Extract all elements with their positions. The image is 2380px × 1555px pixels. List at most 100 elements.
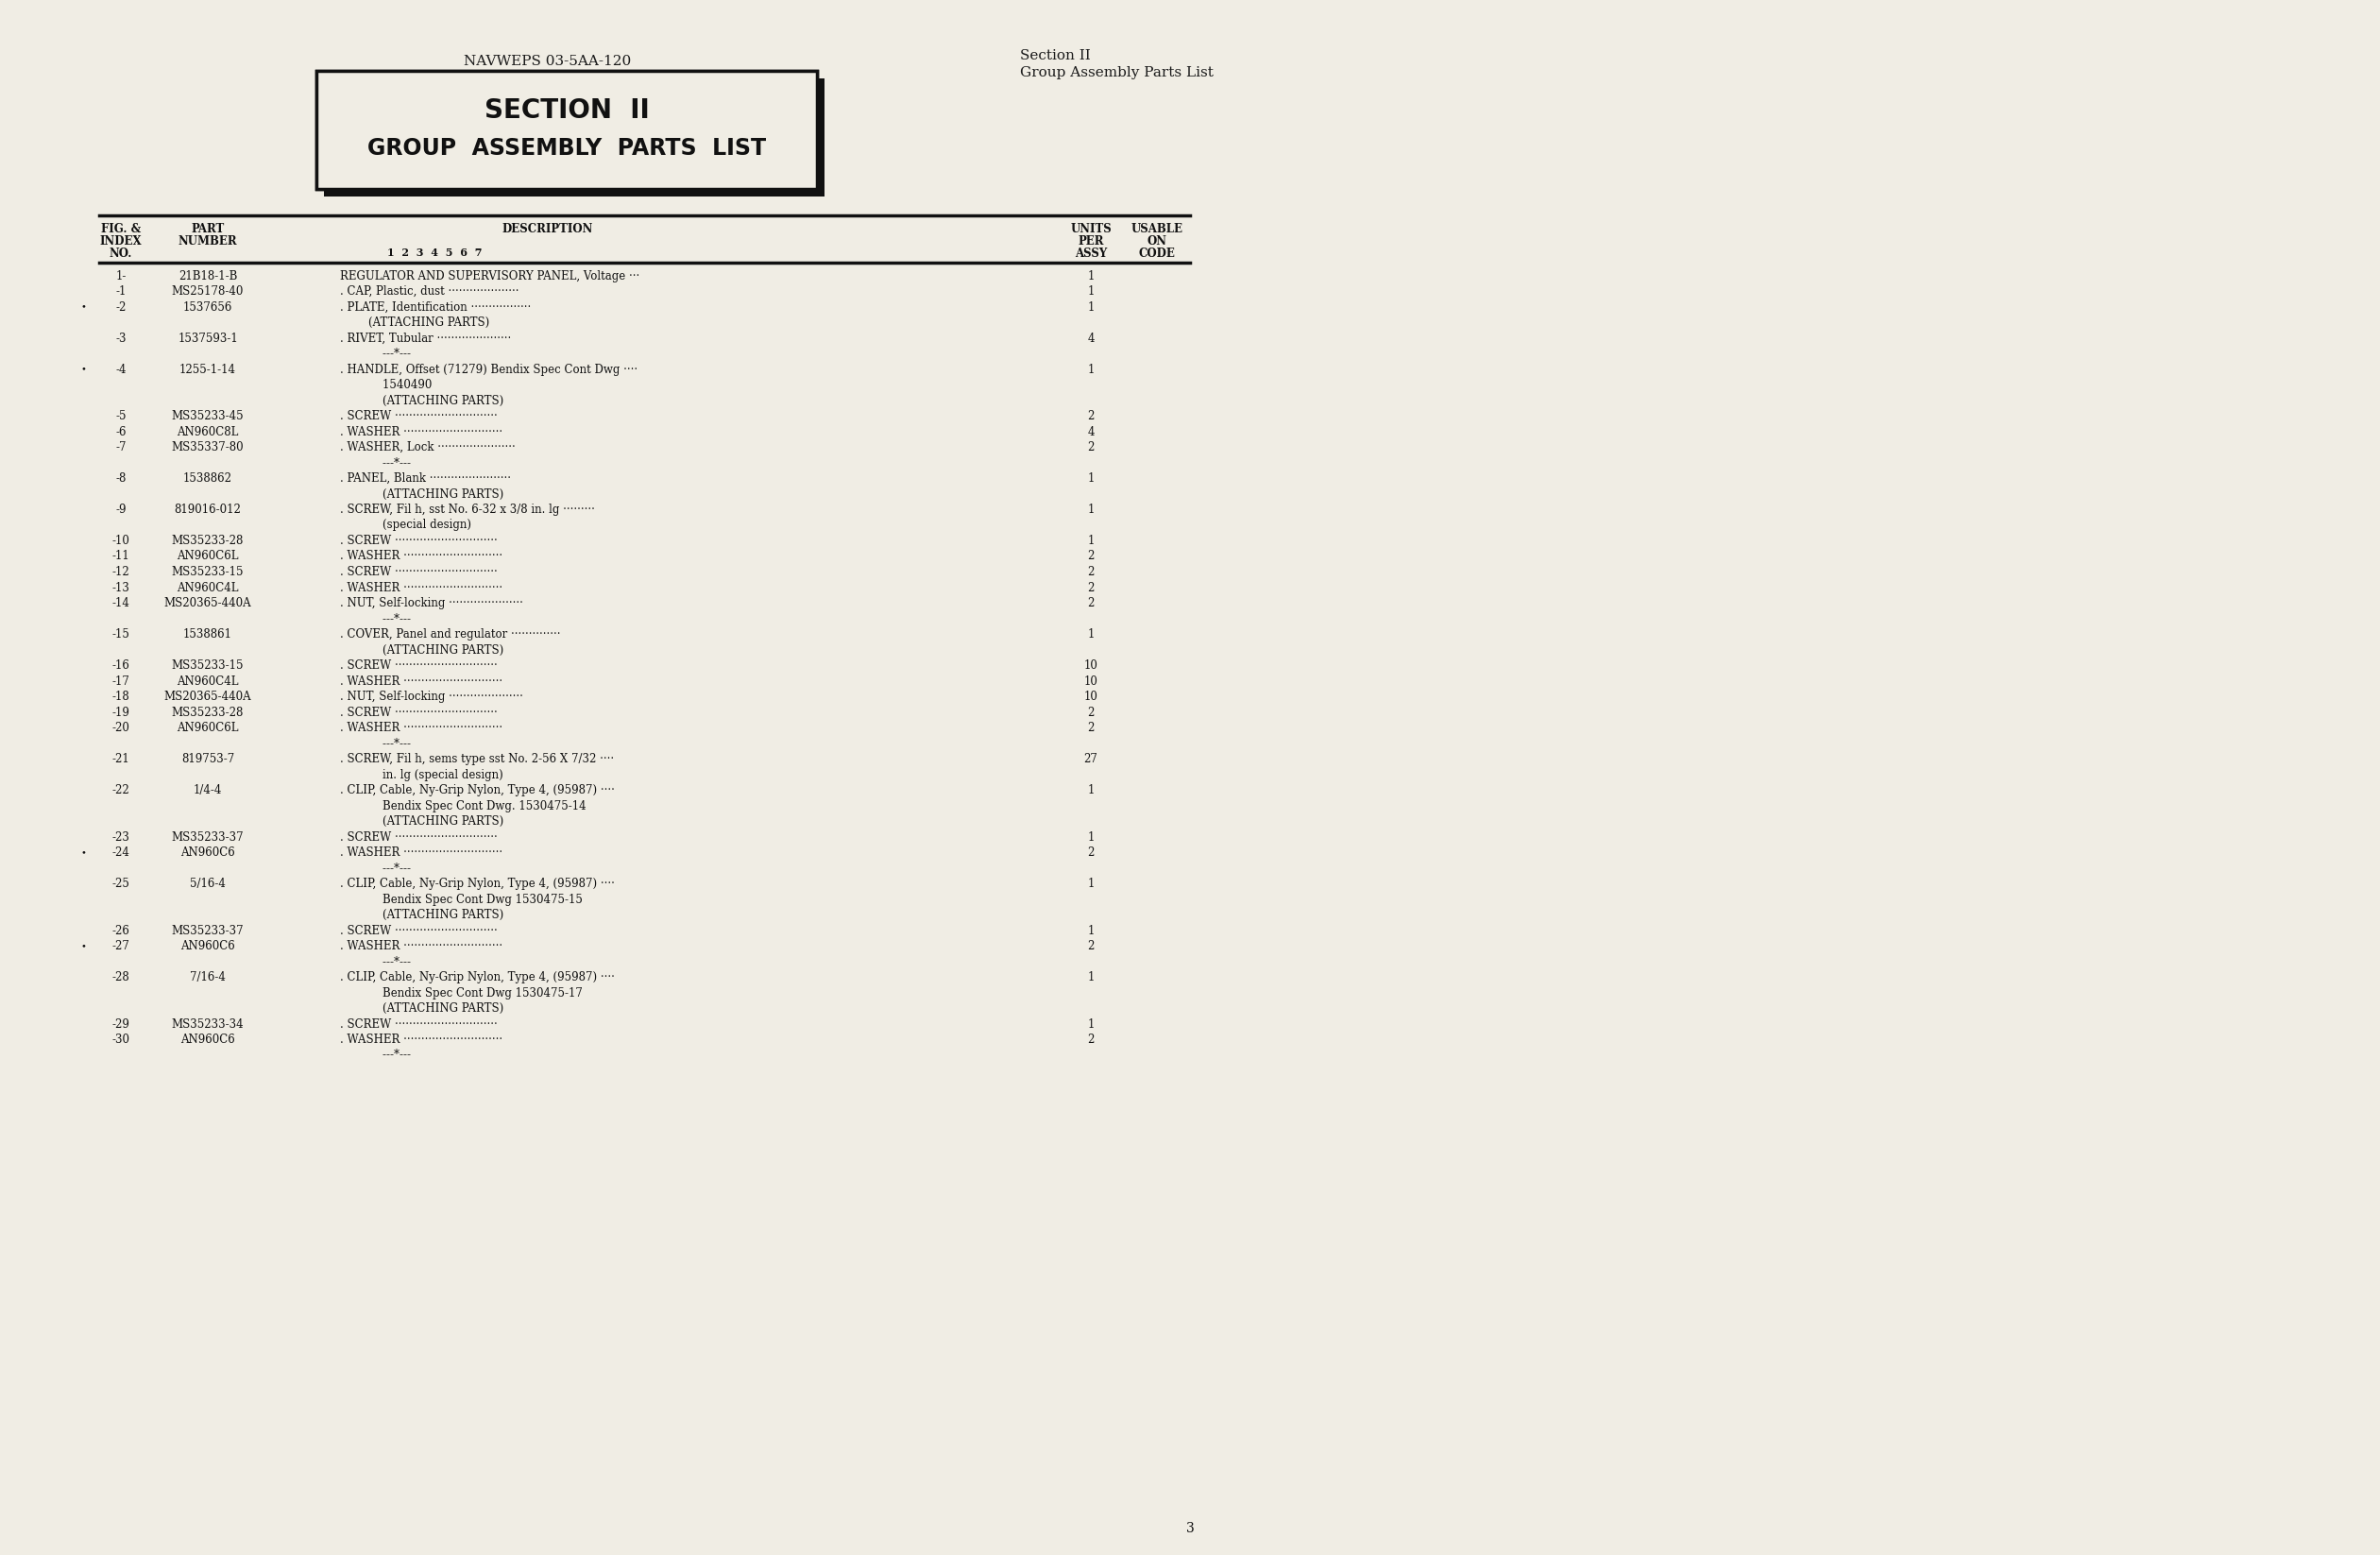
Text: MS35233-34: MS35233-34 bbox=[171, 1019, 245, 1031]
Text: . NUT, Self-locking ·····················: . NUT, Self-locking ····················… bbox=[340, 690, 524, 703]
Text: -5: -5 bbox=[117, 411, 126, 423]
Text: 1: 1 bbox=[1088, 269, 1095, 281]
Text: MS35233-45: MS35233-45 bbox=[171, 411, 245, 423]
Text: -27: -27 bbox=[112, 939, 131, 952]
Text: . CLIP, Cable, Ny-Grip Nylon, Type 4, (95987) ····: . CLIP, Cable, Ny-Grip Nylon, Type 4, (9… bbox=[340, 972, 614, 983]
Text: MS25178-40: MS25178-40 bbox=[171, 285, 243, 297]
Text: -23: -23 bbox=[112, 830, 131, 843]
Text: -6: -6 bbox=[117, 426, 126, 439]
Text: AN960C6L: AN960C6L bbox=[176, 550, 238, 563]
Text: -10: -10 bbox=[112, 535, 131, 547]
Text: AN960C6: AN960C6 bbox=[181, 846, 236, 858]
Text: . CLIP, Cable, Ny-Grip Nylon, Type 4, (95987) ····: . CLIP, Cable, Ny-Grip Nylon, Type 4, (9… bbox=[340, 877, 614, 889]
Text: . WASHER ····························: . WASHER ···························· bbox=[340, 722, 502, 734]
Text: . SCREW, Fil h, sems type sst No. 2-56 X 7/32 ····: . SCREW, Fil h, sems type sst No. 2-56 X… bbox=[340, 753, 614, 765]
Text: . WASHER ····························: . WASHER ···························· bbox=[340, 939, 502, 952]
Text: 10: 10 bbox=[1083, 675, 1097, 687]
Text: -9: -9 bbox=[117, 504, 126, 516]
Text: Bendix Spec Cont Dwg 1530475-15: Bendix Spec Cont Dwg 1530475-15 bbox=[340, 893, 583, 905]
Text: MS35233-37: MS35233-37 bbox=[171, 830, 245, 843]
Text: 1-: 1- bbox=[117, 269, 126, 281]
Text: . SCREW ·····························: . SCREW ····························· bbox=[340, 924, 497, 936]
Text: ---*---: ---*--- bbox=[340, 956, 412, 967]
Text: MS20365-440A: MS20365-440A bbox=[164, 597, 252, 610]
Text: 1537593-1: 1537593-1 bbox=[178, 333, 238, 344]
Text: INDEX: INDEX bbox=[100, 235, 143, 247]
Text: . SCREW ·····························: . SCREW ····························· bbox=[340, 411, 497, 423]
Text: 1540490: 1540490 bbox=[340, 379, 431, 392]
Text: . WASHER ····························: . WASHER ···························· bbox=[340, 426, 502, 439]
Text: -2: -2 bbox=[117, 300, 126, 313]
Text: -17: -17 bbox=[112, 675, 131, 687]
Text: NAVWEPS 03-5AA-120: NAVWEPS 03-5AA-120 bbox=[464, 54, 631, 68]
Text: (ATTACHING PARTS): (ATTACHING PARTS) bbox=[340, 488, 505, 501]
Text: -18: -18 bbox=[112, 690, 131, 703]
Text: PER: PER bbox=[1078, 235, 1104, 247]
Text: ---*---: ---*--- bbox=[340, 737, 412, 750]
Bar bbox=[324, 78, 823, 196]
Text: 2: 2 bbox=[1088, 1034, 1095, 1047]
Text: . WASHER ····························: . WASHER ···························· bbox=[340, 846, 502, 858]
Text: 2: 2 bbox=[1088, 411, 1095, 423]
Text: -11: -11 bbox=[112, 550, 131, 563]
Text: MS35233-15: MS35233-15 bbox=[171, 659, 243, 672]
Text: 5/16-4: 5/16-4 bbox=[190, 877, 226, 889]
Text: (ATTACHING PARTS): (ATTACHING PARTS) bbox=[340, 395, 505, 407]
Text: DESCRIPTION: DESCRIPTION bbox=[502, 222, 593, 235]
Text: 4: 4 bbox=[1088, 333, 1095, 344]
Text: Section II: Section II bbox=[1021, 50, 1090, 62]
Text: •: • bbox=[81, 303, 86, 311]
Text: 1: 1 bbox=[1088, 473, 1095, 485]
Text: . WASHER ····························: . WASHER ···························· bbox=[340, 582, 502, 594]
Text: -26: -26 bbox=[112, 924, 131, 936]
Text: 819016-012: 819016-012 bbox=[174, 504, 240, 516]
Text: 7/16-4: 7/16-4 bbox=[190, 972, 226, 983]
Text: . SCREW ·····························: . SCREW ····························· bbox=[340, 706, 497, 718]
Text: 1: 1 bbox=[1088, 972, 1095, 983]
Text: 1538861: 1538861 bbox=[183, 628, 233, 641]
Text: . WASHER ····························: . WASHER ···························· bbox=[340, 550, 502, 563]
Text: •: • bbox=[81, 849, 86, 857]
Text: 2: 2 bbox=[1088, 722, 1095, 734]
Text: 1538862: 1538862 bbox=[183, 473, 233, 485]
Text: 1: 1 bbox=[1088, 924, 1095, 936]
Text: -7: -7 bbox=[117, 442, 126, 454]
Text: 1255-1-14: 1255-1-14 bbox=[178, 364, 236, 375]
Bar bbox=[317, 72, 816, 190]
Text: MS35233-28: MS35233-28 bbox=[171, 535, 243, 547]
Text: -12: -12 bbox=[112, 566, 131, 578]
Text: PART: PART bbox=[190, 222, 224, 235]
Text: . HANDLE, Offset (71279) Bendix Spec Cont Dwg ····: . HANDLE, Offset (71279) Bendix Spec Con… bbox=[340, 364, 638, 375]
Text: ---*---: ---*--- bbox=[340, 1050, 412, 1062]
Text: -13: -13 bbox=[112, 582, 131, 594]
Text: ---*---: ---*--- bbox=[340, 861, 412, 874]
Text: 10: 10 bbox=[1083, 659, 1097, 672]
Text: -14: -14 bbox=[112, 597, 131, 610]
Text: 21B18-1-B: 21B18-1-B bbox=[178, 269, 238, 281]
Text: -21: -21 bbox=[112, 753, 131, 765]
Text: -22: -22 bbox=[112, 784, 131, 796]
Text: NUMBER: NUMBER bbox=[178, 235, 238, 247]
Text: GROUP  ASSEMBLY  PARTS  LIST: GROUP ASSEMBLY PARTS LIST bbox=[367, 137, 766, 160]
Text: -30: -30 bbox=[112, 1034, 131, 1047]
Text: 27: 27 bbox=[1083, 753, 1097, 765]
Text: . SCREW ·····························: . SCREW ····························· bbox=[340, 1019, 497, 1031]
Text: . SCREW, Fil h, sst No. 6-32 x 3/8 in. lg ·········: . SCREW, Fil h, sst No. 6-32 x 3/8 in. l… bbox=[340, 504, 595, 516]
Text: . WASHER ····························: . WASHER ···························· bbox=[340, 1034, 502, 1047]
Text: . PANEL, Blank ·······················: . PANEL, Blank ······················· bbox=[340, 473, 512, 485]
Text: (ATTACHING PARTS): (ATTACHING PARTS) bbox=[340, 908, 505, 921]
Text: -16: -16 bbox=[112, 659, 131, 672]
Text: MS35233-28: MS35233-28 bbox=[171, 706, 243, 718]
Text: (ATTACHING PARTS): (ATTACHING PARTS) bbox=[340, 317, 490, 328]
Text: 1: 1 bbox=[1088, 1019, 1095, 1031]
Text: ---*---: ---*--- bbox=[340, 613, 412, 625]
Text: in. lg (special design): in. lg (special design) bbox=[340, 768, 502, 781]
Text: 10: 10 bbox=[1083, 690, 1097, 703]
Text: . SCREW ·····························: . SCREW ····························· bbox=[340, 535, 497, 547]
Text: SECTION  II: SECTION II bbox=[483, 98, 650, 124]
Text: . COVER, Panel and regulator ··············: . COVER, Panel and regulator ···········… bbox=[340, 628, 562, 641]
Text: 2: 2 bbox=[1088, 846, 1095, 858]
Text: . WASHER ····························: . WASHER ···························· bbox=[340, 675, 502, 687]
Text: CODE: CODE bbox=[1138, 247, 1176, 260]
Text: 1: 1 bbox=[1088, 830, 1095, 843]
